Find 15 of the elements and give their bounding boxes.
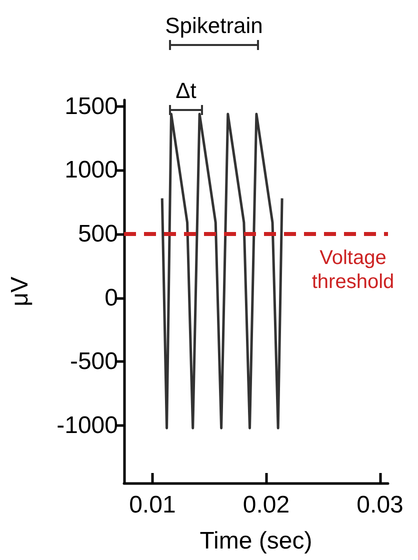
y-tick-label: 1500 bbox=[64, 92, 118, 120]
y-tick-label: -1000 bbox=[56, 412, 118, 440]
text: Spiketrain bbox=[165, 13, 263, 39]
x-tick-label: 0.01 bbox=[129, 492, 176, 518]
annotation: Δt bbox=[176, 78, 196, 104]
x-tick-label: 0.02 bbox=[242, 492, 290, 518]
y-axis-title: μV bbox=[6, 276, 34, 306]
x-axis-title: Time (sec) bbox=[200, 528, 312, 554]
y-tick-label: -500 bbox=[70, 348, 118, 376]
y-tick-label: 1000 bbox=[64, 156, 118, 184]
y-tick-label: 0 bbox=[104, 284, 118, 312]
x-tick-label: 0.03 bbox=[356, 492, 404, 518]
line-series bbox=[160, 112, 284, 430]
ref-line-label: Voltage threshold bbox=[310, 246, 396, 294]
y-tick-label: 500 bbox=[78, 220, 118, 248]
